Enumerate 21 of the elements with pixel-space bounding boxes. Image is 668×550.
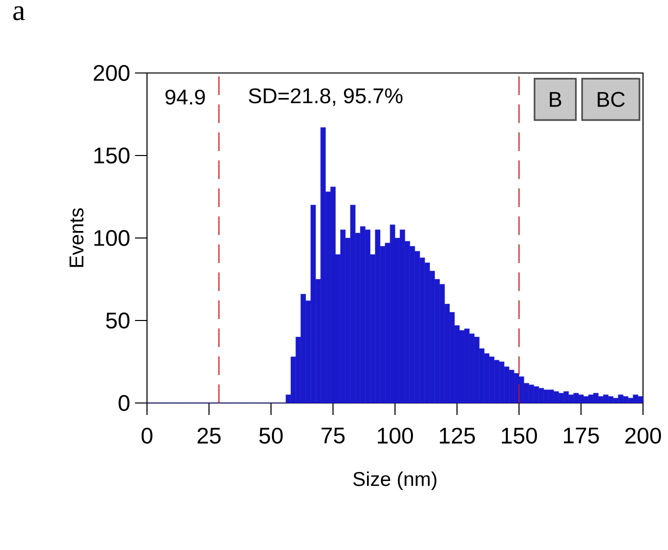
annotation: BC — [598, 92, 625, 107]
x-tick-label: 25 — [198, 428, 221, 444]
y-tick-label: 0 — [118, 395, 130, 411]
y-axis-title: Events — [70, 208, 84, 267]
x-tick-label: 175 — [564, 428, 599, 444]
x-tick-label: 125 — [440, 428, 475, 444]
annotation: 94.9 — [166, 90, 205, 105]
x-tick-label: 75 — [322, 428, 345, 444]
y-tick-label: 50 — [106, 312, 130, 329]
x-tick-label: 50 — [259, 428, 283, 444]
x-tick-label: 200 — [625, 428, 661, 444]
annotation: B — [550, 92, 562, 107]
x-tick-label: 150 — [502, 428, 537, 444]
x-tick-label: 0 — [142, 428, 152, 444]
x-tick-label: 100 — [378, 428, 413, 444]
x-axis-title: Size (nm) — [353, 471, 436, 490]
annotation: SD=21.8, 95.7% — [248, 88, 402, 106]
text: a — [13, 6, 25, 20]
y-tick-label: 200 — [94, 65, 130, 82]
y-tick-label: 100 — [94, 230, 130, 246]
y-tick-label: 150 — [94, 148, 130, 164]
